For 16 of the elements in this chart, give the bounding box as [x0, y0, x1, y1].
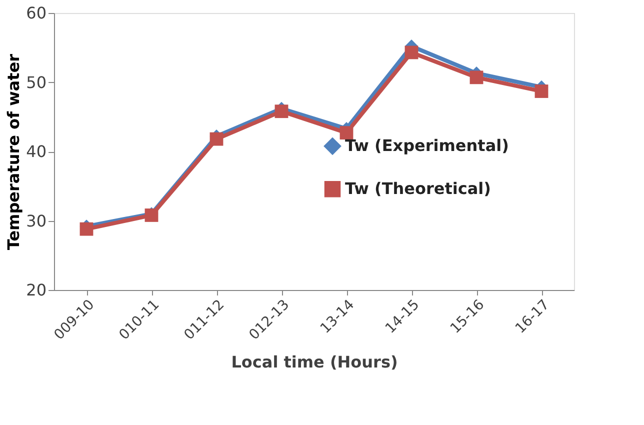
y-tick-label: 30 [26, 211, 46, 230]
legend-label: Tw (Theoretical) [345, 179, 491, 198]
x-axis-title: Local time (Hours) [231, 352, 398, 372]
point [470, 70, 484, 84]
point [274, 104, 288, 118]
legend-label: Tw (Experimental) [345, 136, 509, 156]
y-tick-label: 50 [26, 72, 46, 92]
y-tick-label: 20 [26, 280, 46, 300]
point [210, 132, 224, 146]
point [534, 84, 548, 98]
point [340, 126, 354, 140]
y-axis-title: Temperature of water [4, 54, 24, 250]
point [80, 222, 94, 236]
y-tick-label: 40 [26, 142, 46, 161]
point [404, 46, 418, 60]
y-tick-label: 60 [26, 4, 46, 22]
